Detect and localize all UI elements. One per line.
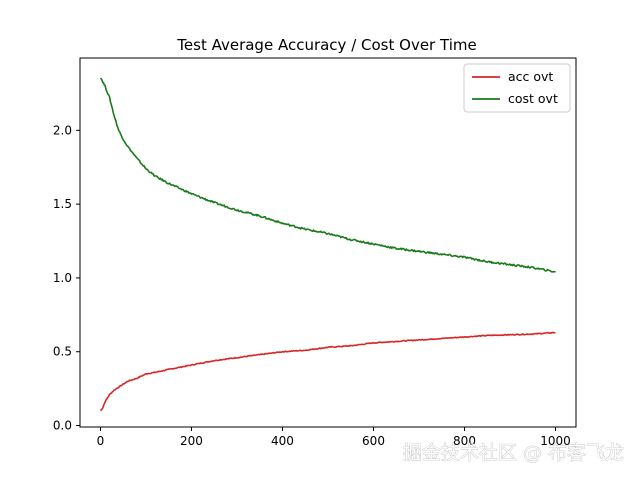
y-tick-label: 0.0 bbox=[53, 419, 72, 433]
x-tick-label: 600 bbox=[362, 434, 385, 448]
legend-label-acc-ovt: acc ovt bbox=[508, 69, 553, 84]
series-line-acc-ovt bbox=[99, 331, 556, 412]
legend-box bbox=[463, 63, 571, 113]
plot-area bbox=[79, 57, 577, 428]
y-tick-label: 2.0 bbox=[53, 123, 72, 137]
x-tick-label: 200 bbox=[180, 434, 203, 448]
x-tick-label: 1000 bbox=[540, 434, 571, 448]
watermark: 掘金技术社区 @ 布客飞龙 bbox=[403, 442, 624, 464]
chart-title: Test Average Accuracy / Cost Over Time bbox=[176, 36, 476, 54]
x-tick-label: 400 bbox=[271, 434, 294, 448]
axes-frame bbox=[79, 57, 577, 428]
y-tick-label: 1.5 bbox=[53, 197, 72, 211]
y-tick-label: 0.5 bbox=[53, 345, 72, 359]
x-tick-label: 800 bbox=[453, 434, 476, 448]
legend: acc ovt cost ovt bbox=[463, 63, 571, 113]
y-axis: 0.0 0.5 1.0 1.5 2.0 bbox=[53, 123, 80, 433]
y-tick-label: 1.0 bbox=[53, 271, 72, 285]
x-axis: 0 200 400 600 800 1000 bbox=[97, 427, 571, 448]
x-tick-label: 0 bbox=[97, 434, 105, 448]
series-line-cost-ovt bbox=[99, 77, 556, 273]
legend-label-cost-ovt: cost ovt bbox=[508, 91, 558, 106]
